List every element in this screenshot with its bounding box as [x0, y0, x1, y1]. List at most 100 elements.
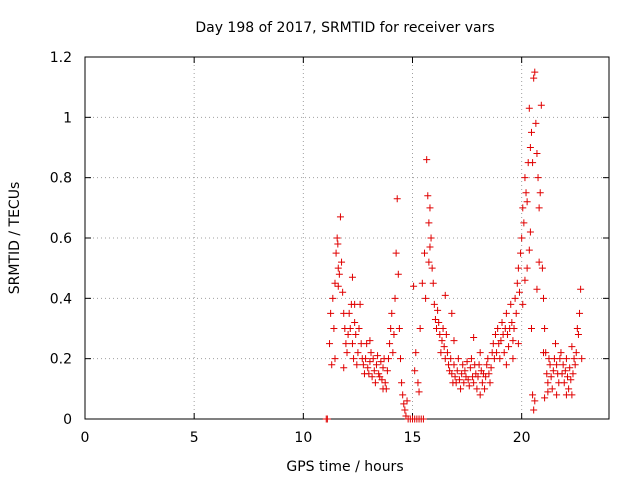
data-point	[475, 361, 483, 369]
data-point	[436, 331, 444, 339]
data-point	[342, 340, 350, 348]
data-point	[576, 309, 584, 317]
data-point	[354, 349, 362, 357]
data-point	[378, 376, 386, 384]
y-tick-label: 0.2	[50, 352, 72, 368]
data-point	[414, 379, 422, 387]
data-point	[399, 391, 407, 399]
data-point	[453, 367, 461, 375]
data-point	[393, 195, 401, 203]
data-point	[470, 334, 478, 342]
data-point	[525, 104, 533, 112]
data-point	[366, 358, 374, 366]
data-point	[560, 379, 568, 387]
data-point	[394, 270, 402, 278]
data-point	[565, 385, 573, 393]
data-point	[333, 234, 341, 242]
data-point	[498, 318, 506, 326]
data-point	[403, 397, 411, 405]
data-point	[426, 243, 434, 251]
data-point	[568, 343, 576, 351]
data-point	[363, 340, 371, 348]
data-point	[512, 309, 520, 317]
data-point	[458, 370, 466, 378]
data-point	[372, 361, 380, 369]
data-point	[484, 355, 492, 363]
x-tick-label: 5	[190, 430, 199, 446]
data-point	[391, 294, 399, 302]
data-point	[485, 370, 493, 378]
data-point	[464, 376, 472, 384]
data-point	[459, 361, 467, 369]
data-point	[441, 291, 449, 299]
data-point	[351, 300, 359, 308]
data-point	[508, 318, 516, 326]
y-tick-label: 0	[63, 412, 72, 428]
data-point	[381, 379, 389, 387]
data-point	[338, 258, 346, 266]
data-point	[344, 331, 352, 339]
data-point	[553, 391, 561, 399]
data-point	[486, 379, 494, 387]
data-point	[566, 364, 574, 372]
data-point	[577, 285, 585, 293]
data-point	[351, 318, 359, 326]
data-point	[534, 174, 542, 182]
data-point	[547, 373, 555, 381]
data-point	[559, 361, 567, 369]
data-point	[518, 234, 526, 242]
data-point	[389, 349, 397, 357]
data-point	[386, 340, 394, 348]
data-point	[370, 367, 378, 375]
data-point	[455, 376, 463, 384]
data-point	[412, 349, 420, 357]
data-point	[323, 415, 331, 423]
data-point	[346, 325, 354, 332]
data-point	[430, 300, 438, 308]
y-tick-label: 1	[63, 110, 72, 126]
data-point	[415, 388, 423, 396]
data-point	[500, 349, 508, 357]
data-point	[513, 279, 521, 287]
data-point	[502, 309, 510, 317]
data-point	[494, 325, 502, 332]
data-point	[328, 361, 336, 369]
data-point	[463, 358, 471, 366]
data-point	[562, 355, 570, 363]
data-point	[574, 331, 582, 339]
data-point	[345, 309, 353, 317]
data-point	[543, 370, 551, 378]
data-point	[578, 355, 586, 363]
data-point	[519, 300, 527, 308]
data-point	[556, 355, 564, 363]
tick-marks	[84, 56, 609, 420]
data-point	[571, 361, 579, 369]
data-point	[374, 352, 382, 360]
data-point	[329, 294, 337, 302]
data-point	[540, 294, 547, 302]
data-point	[451, 373, 459, 381]
data-point	[326, 340, 334, 348]
data-point	[331, 279, 339, 287]
data-point	[541, 394, 549, 402]
data-point	[327, 309, 335, 317]
data-point	[424, 192, 432, 200]
data-point	[379, 385, 387, 393]
data-point	[352, 331, 360, 339]
data-point	[428, 264, 436, 272]
x-tick-label: 20	[513, 430, 531, 446]
data-point	[335, 270, 343, 278]
data-point	[511, 294, 519, 302]
data-point	[330, 325, 338, 332]
data-point	[507, 300, 515, 308]
data-point	[396, 355, 404, 363]
data-point	[367, 349, 375, 357]
plot-frame	[84, 56, 610, 420]
data-point	[340, 364, 348, 372]
data-point	[487, 364, 495, 372]
data-point	[514, 264, 522, 272]
data-point	[431, 315, 439, 323]
data-point	[353, 361, 361, 369]
data-point	[533, 285, 541, 293]
data-point	[377, 358, 385, 366]
